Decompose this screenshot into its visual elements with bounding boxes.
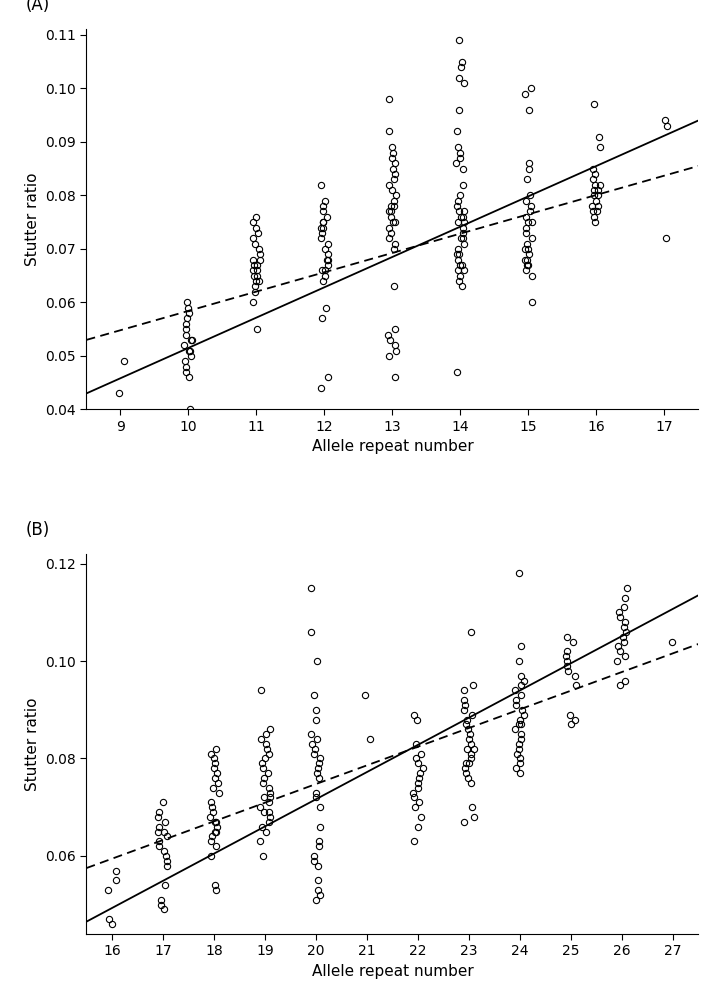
Text: (A): (A): [25, 0, 50, 15]
Y-axis label: Stutter ratio: Stutter ratio: [24, 173, 40, 266]
Text: (B): (B): [25, 521, 50, 539]
X-axis label: Allele repeat number: Allele repeat number: [312, 963, 473, 979]
X-axis label: Allele repeat number: Allele repeat number: [312, 439, 473, 454]
Y-axis label: Stutter ratio: Stutter ratio: [24, 697, 40, 790]
